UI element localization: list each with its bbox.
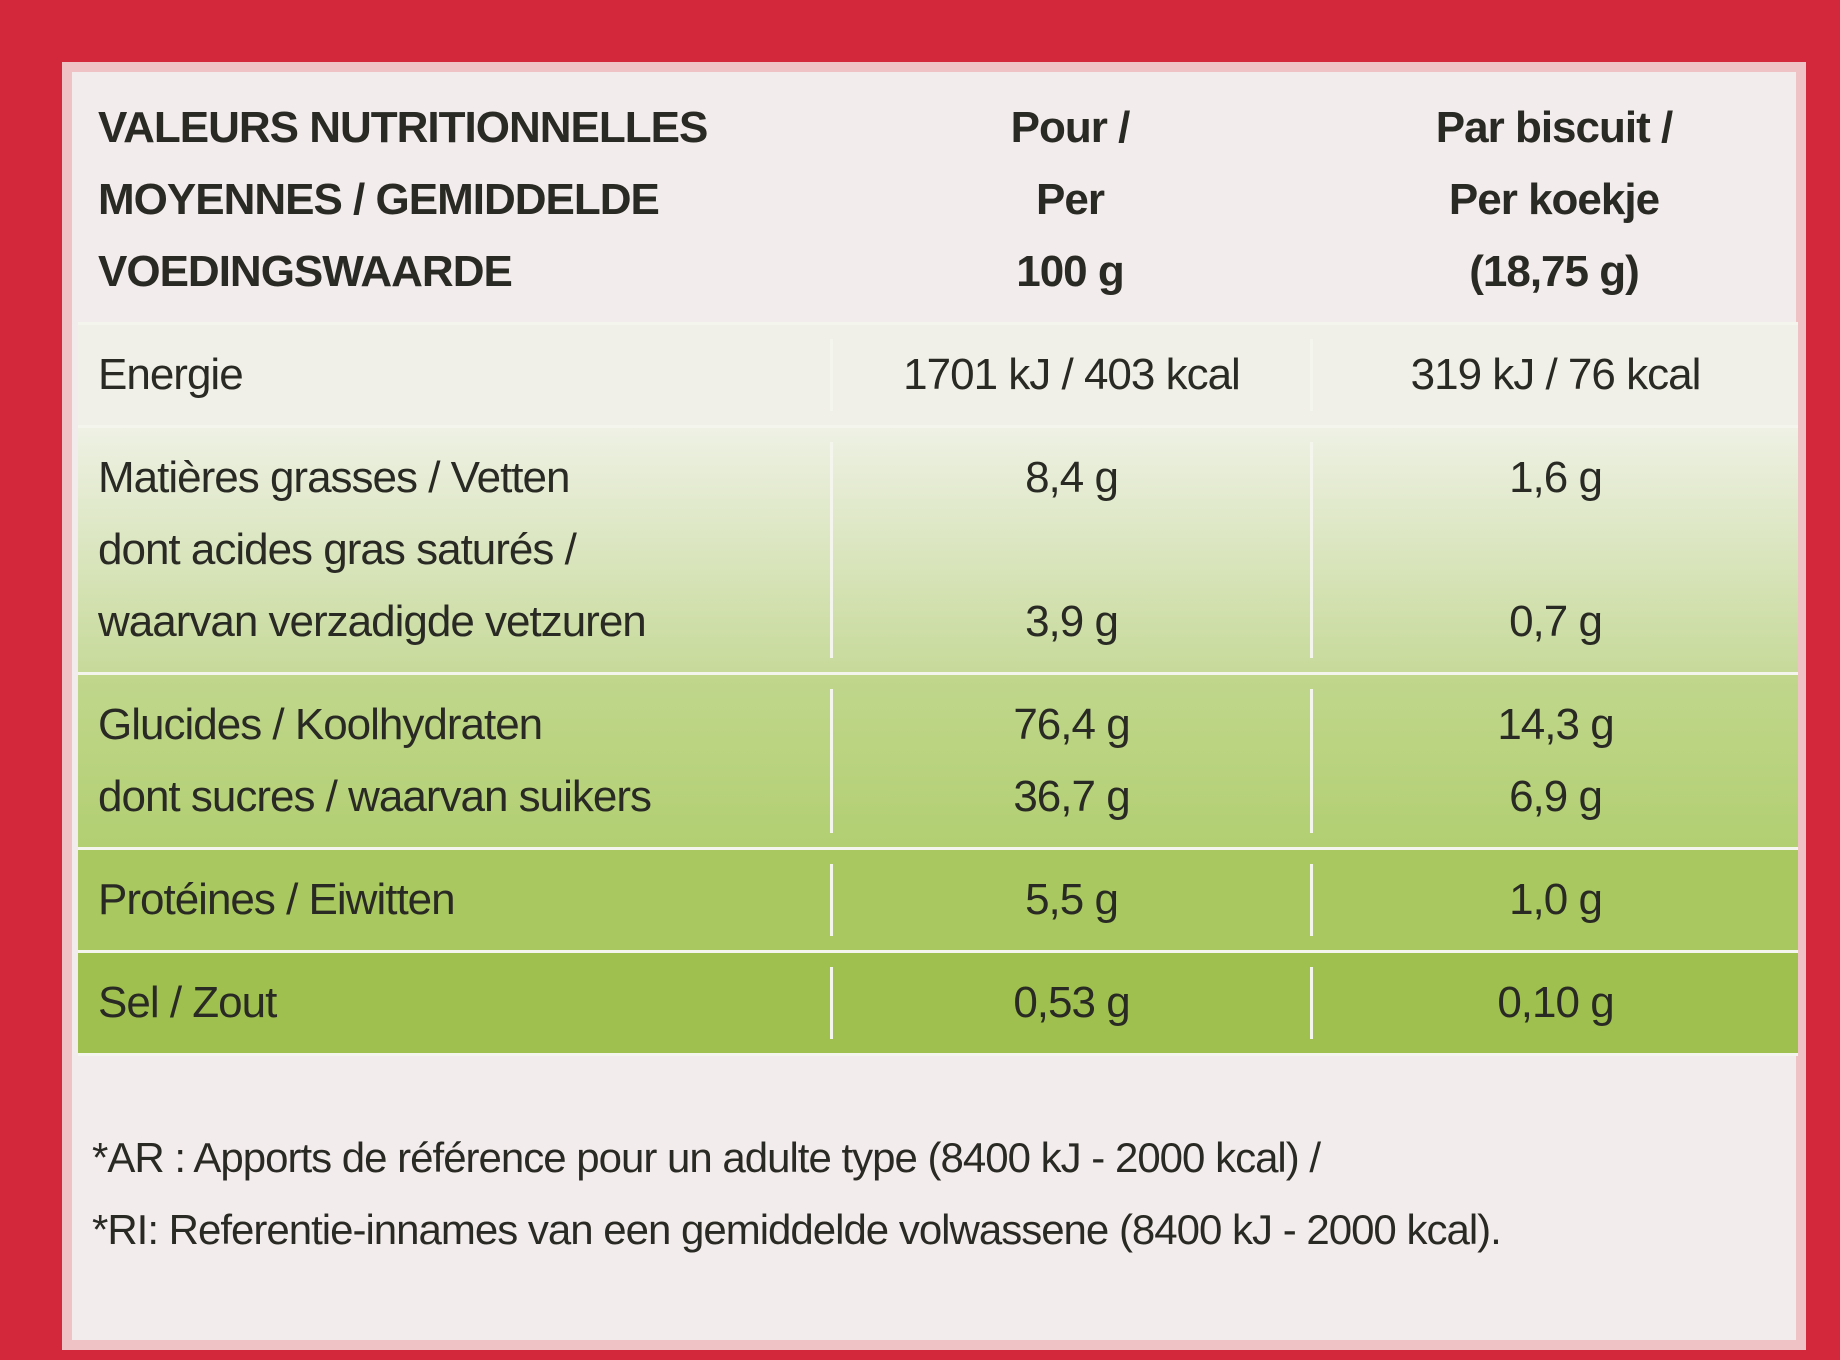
value-text: 1,0 g bbox=[1509, 875, 1603, 924]
nutrient-label: Energie bbox=[98, 339, 810, 411]
per-100g-cell: 5,5 g bbox=[830, 864, 1310, 936]
value-text: 14,3 g bbox=[1497, 700, 1614, 749]
nutrient-label: dont sucres / waarvan suikers bbox=[98, 761, 810, 833]
footnote-line: *AR : Apports de référence pour un adult… bbox=[92, 1134, 1321, 1181]
value-per-biscuit: 1,0 g bbox=[1333, 864, 1778, 936]
label-line: dont sucres / waarvan suikers bbox=[98, 772, 652, 821]
value-per-biscuit: 1,6 g bbox=[1333, 442, 1778, 514]
section-row: Matières grasses / Vetten dont acides gra… bbox=[78, 428, 1798, 675]
label-cell: Sel / Zout bbox=[78, 967, 830, 1039]
header-line: (18,75 g) bbox=[1469, 247, 1640, 296]
label-cell: Matières grasses / Vetten dont acides gra… bbox=[78, 442, 830, 658]
label-line: Protéines / Eiwitten bbox=[98, 875, 456, 924]
header-cell: VALEURS NUTRITIONNELLES MOYENNES / GEMIDD… bbox=[78, 92, 830, 308]
value-per-biscuit: 14,3 g bbox=[1333, 689, 1778, 761]
header-line: VOEDINGSWAARDE bbox=[98, 247, 513, 296]
value-per-biscuit: 6,9 g bbox=[1333, 761, 1778, 833]
value-text: 36,7 g bbox=[1013, 772, 1130, 821]
header-cell: Pour / Per 100 g bbox=[830, 92, 1310, 308]
value-text: 76,4 g bbox=[1013, 700, 1130, 749]
value-per-100g: 3,9 g bbox=[853, 514, 1290, 658]
value-text: 0,10 g bbox=[1497, 978, 1614, 1027]
nutrient-label: Glucides / Koolhydraten bbox=[98, 689, 810, 761]
nutrition-table: VALEURS NUTRITIONNELLES MOYENNES / GEMIDD… bbox=[78, 78, 1798, 1056]
value-text: 8,4 g bbox=[1025, 453, 1119, 502]
header-line: VALEURS NUTRITIONNELLES bbox=[98, 103, 708, 152]
value-text: 6,9 g bbox=[1509, 772, 1603, 821]
nutrition-panel: VALEURS NUTRITIONNELLES MOYENNES / GEMIDD… bbox=[62, 62, 1806, 1350]
header-line: MOYENNES / GEMIDDELDE bbox=[98, 175, 660, 224]
value-per-100g: 5,5 g bbox=[853, 864, 1290, 936]
nutrient-label: dont acides gras saturés / waarvan verzad… bbox=[98, 514, 810, 658]
header-line: 100 g bbox=[1016, 247, 1125, 296]
value-per-100g: 76,4 g bbox=[853, 689, 1290, 761]
nutrient-label: Matières grasses / Vetten bbox=[98, 442, 810, 514]
per-100g-cell: 1701 kJ / 403 kcal bbox=[830, 339, 1310, 411]
per-biscuit-cell: 319 kJ / 76 kcal bbox=[1310, 339, 1798, 411]
label-line: waarvan verzadigde vetzuren bbox=[98, 597, 647, 646]
nutrient-label: Protéines / Eiwitten bbox=[98, 864, 810, 936]
value-per-100g: 8,4 g bbox=[853, 442, 1290, 514]
value-text: 0,7 g bbox=[1509, 597, 1603, 646]
value-text: 319 kJ / 76 kcal bbox=[1410, 350, 1702, 399]
nutrient-label: Sel / Zout bbox=[98, 967, 810, 1039]
label-cell: Protéines / Eiwitten bbox=[78, 864, 830, 936]
value-text: 0,53 g bbox=[1013, 978, 1130, 1027]
label-cell: Glucides / Koolhydraten dont sucres / waa… bbox=[78, 689, 830, 833]
value-text: 3,9 g bbox=[1025, 597, 1119, 646]
per-100g-cell: 8,4 g 3,9 g bbox=[830, 442, 1310, 658]
section-row: Energie 1701 kJ / 403 kcal 319 kJ / 76 kca… bbox=[78, 325, 1798, 428]
value-per-biscuit: 0,10 g bbox=[1333, 967, 1778, 1039]
label-line: Sel / Zout bbox=[98, 978, 277, 1027]
footnote: *AR : Apports de référence pour un adult… bbox=[92, 1122, 1502, 1266]
label-cell: Energie bbox=[78, 339, 830, 411]
label-line: Glucides / Koolhydraten bbox=[98, 700, 543, 749]
value-text: 1701 kJ / 403 kcal bbox=[903, 350, 1241, 399]
header-line: Pour / bbox=[1010, 103, 1131, 152]
value-per-100g: 0,53 g bbox=[853, 967, 1290, 1039]
section-row: Sel / Zout 0,53 g 0,10 g bbox=[78, 953, 1798, 1056]
section-row: Protéines / Eiwitten 5,5 g 1,0 g bbox=[78, 850, 1798, 953]
value-text: 5,5 g bbox=[1025, 875, 1119, 924]
per-biscuit-cell: 0,10 g bbox=[1310, 967, 1798, 1039]
header-line: Per koekje bbox=[1448, 175, 1660, 224]
header-cell: Par biscuit / Per koekje (18,75 g) bbox=[1310, 92, 1798, 308]
value-per-100g: 36,7 g bbox=[853, 761, 1290, 833]
label-line: Energie bbox=[98, 350, 244, 399]
per-biscuit-cell: 1,6 g 0,7 g bbox=[1310, 442, 1798, 658]
section-row: Glucides / Koolhydraten dont sucres / waa… bbox=[78, 675, 1798, 850]
per-100g-cell: 76,4 g 36,7 g bbox=[830, 689, 1310, 833]
per-100g-cell: 0,53 g bbox=[830, 967, 1310, 1039]
label-line: Matières grasses / Vetten bbox=[98, 453, 570, 502]
value-text: 1,6 g bbox=[1509, 453, 1603, 502]
per-biscuit-cell: 1,0 g bbox=[1310, 864, 1798, 936]
value-per-100g: 1701 kJ / 403 kcal bbox=[853, 339, 1290, 411]
header-line: Par biscuit / bbox=[1435, 103, 1673, 152]
label-line: dont acides gras saturés / bbox=[98, 525, 577, 574]
value-per-biscuit: 0,7 g bbox=[1333, 514, 1778, 658]
per-biscuit-cell: 14,3 g 6,9 g bbox=[1310, 689, 1798, 833]
header-row: VALEURS NUTRITIONNELLES MOYENNES / GEMIDD… bbox=[78, 78, 1798, 325]
header-line: Per bbox=[1036, 175, 1105, 224]
value-per-biscuit: 319 kJ / 76 kcal bbox=[1333, 339, 1778, 411]
footnote-line: *RI: Referentie-innames van een gemiddel… bbox=[92, 1206, 1502, 1253]
